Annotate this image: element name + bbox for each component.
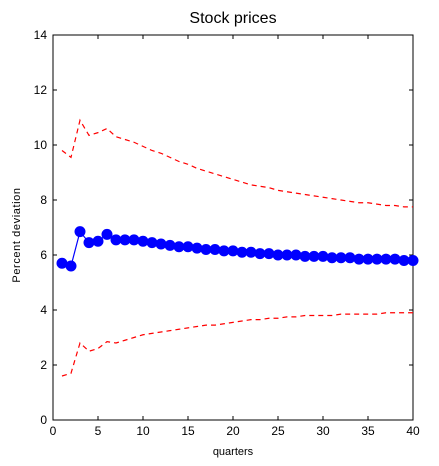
y-tick-label: 12 — [34, 83, 48, 97]
response-point — [407, 255, 419, 266]
x-tick-label: 35 — [361, 424, 375, 438]
response-point — [344, 252, 356, 264]
x-tick-label: 30 — [316, 424, 330, 438]
y-tick-label: 8 — [40, 193, 47, 207]
response-point — [227, 245, 239, 257]
x-tick-label: 0 — [50, 424, 57, 438]
x-axis-label: quarters — [213, 446, 254, 458]
response-point — [317, 250, 329, 262]
plot-area: 0 5 10 15 20 25 30 35 40 0 2 4 6 8 10 12 14 — [34, 28, 420, 438]
x-tick-label: 10 — [136, 424, 150, 438]
response-point — [263, 248, 275, 260]
y-tick-label: 10 — [34, 138, 48, 152]
y-tick-label: 4 — [40, 303, 47, 317]
x-tick-label: 5 — [95, 424, 102, 438]
response-point — [191, 242, 203, 254]
y-tick-label: 6 — [40, 248, 47, 262]
y-tick-label: 2 — [40, 358, 47, 372]
response-point — [182, 241, 194, 253]
x-tick-label: 40 — [406, 424, 420, 438]
confidence-band-line — [61, 118, 413, 208]
response-point — [155, 238, 167, 250]
response-point — [101, 228, 113, 240]
y-axis-label: Percent deviation — [11, 187, 23, 282]
response-point — [83, 237, 95, 249]
x-tick-label: 15 — [181, 424, 195, 438]
response-point — [245, 246, 257, 258]
response-point — [92, 235, 104, 247]
x-tick-label: 25 — [271, 424, 285, 438]
response-point — [389, 253, 401, 265]
plot-frame — [52, 34, 414, 421]
response-point — [128, 234, 140, 246]
response-point — [74, 226, 86, 238]
response-point — [56, 257, 68, 269]
chart-title: Stock prices — [189, 10, 276, 27]
response-point — [65, 260, 77, 272]
response-point — [209, 244, 221, 255]
response-point — [137, 235, 149, 247]
response-point — [164, 239, 176, 251]
response-point — [146, 237, 158, 249]
confidence-band-line — [61, 312, 413, 377]
response-point — [290, 249, 302, 261]
x-tick-label: 20 — [226, 424, 240, 438]
y-tick-label: 14 — [34, 28, 48, 42]
y-tick-label: 0 — [40, 413, 47, 427]
